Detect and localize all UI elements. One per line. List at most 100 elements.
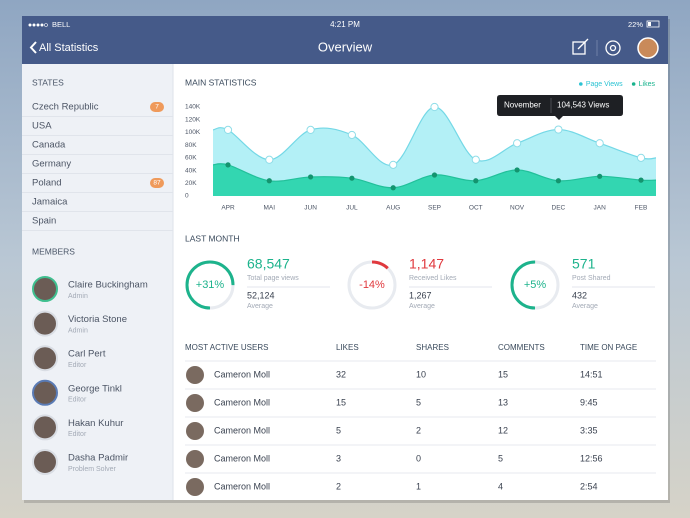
member-name: George Tinkl xyxy=(68,383,122,394)
table-cell: 0 xyxy=(416,453,421,463)
point[interactable] xyxy=(223,125,233,134)
member-role: Editor xyxy=(68,362,87,369)
battery-icon xyxy=(646,20,660,28)
user-avatar[interactable] xyxy=(186,366,204,384)
state-name[interactable]: USA xyxy=(32,121,52,132)
tooltip-title: November xyxy=(504,101,541,110)
state-name[interactable]: Czech Republic xyxy=(32,102,99,113)
point[interactable] xyxy=(471,155,480,164)
y-tick-label: 80K xyxy=(185,142,197,149)
battery: 22% xyxy=(628,20,643,29)
point[interactable] xyxy=(265,155,274,164)
top-bar xyxy=(22,16,668,64)
state-name[interactable]: Spain xyxy=(32,216,56,227)
member-avatar[interactable] xyxy=(32,310,58,337)
stat-value: 68,547 xyxy=(247,256,290,272)
point[interactable] xyxy=(555,178,562,184)
last-month-title: LAST MONTH xyxy=(185,233,240,243)
point[interactable] xyxy=(638,177,644,183)
table-cell: Cameron Moll xyxy=(214,397,270,407)
point[interactable] xyxy=(389,160,398,169)
stat-label: Total page views xyxy=(247,275,299,282)
member-role: Problem Solver xyxy=(68,466,117,473)
table-cell: Cameron Moll xyxy=(214,369,270,379)
point[interactable] xyxy=(473,178,479,184)
state-name[interactable]: Canada xyxy=(32,140,66,151)
point[interactable] xyxy=(349,175,355,181)
states-title: STATES xyxy=(32,77,64,87)
stat-value: 1,147 xyxy=(409,256,444,272)
chart-title: MAIN STATISTICS xyxy=(185,77,257,87)
point[interactable] xyxy=(266,178,272,184)
point[interactable] xyxy=(347,130,356,140)
table-cell: 5 xyxy=(498,453,503,463)
tooltip-text: 104,543 Views xyxy=(557,101,609,110)
table-cell: 3 xyxy=(336,453,341,463)
profile-avatar[interactable] xyxy=(637,37,659,59)
stat-average-label: Average xyxy=(409,303,435,310)
stat-average: 1,267 xyxy=(409,290,432,300)
stat-average: 52,124 xyxy=(247,290,275,300)
point[interactable] xyxy=(513,139,522,148)
gauge-change: -14% xyxy=(359,279,385,291)
point[interactable] xyxy=(554,125,563,134)
point[interactable] xyxy=(308,174,314,180)
user-avatar[interactable] xyxy=(186,478,204,496)
point[interactable] xyxy=(431,172,438,178)
state-badge-text: 7 xyxy=(155,104,159,111)
state-name[interactable]: Jamaica xyxy=(32,197,68,208)
table-cell: 2:54 xyxy=(580,481,598,491)
member-name: Carl Pert xyxy=(68,349,106,360)
point[interactable] xyxy=(225,162,231,168)
x-tick-label: JUL xyxy=(346,205,358,212)
point[interactable] xyxy=(390,185,396,191)
user-avatar[interactable] xyxy=(186,394,204,412)
table-cell: Cameron Moll xyxy=(214,481,270,491)
legend-dot xyxy=(579,82,583,86)
state-name[interactable]: Germany xyxy=(32,159,71,170)
member-avatar[interactable] xyxy=(32,276,58,302)
x-tick-label: APR xyxy=(221,205,235,212)
table-cell: 9:45 xyxy=(580,397,598,407)
member-role: Admin xyxy=(68,293,88,300)
compose-icon[interactable] xyxy=(572,38,589,55)
point[interactable] xyxy=(595,139,604,148)
table-cell: 5 xyxy=(336,425,341,435)
member-name: Claire Buckingham xyxy=(68,280,148,291)
user-avatar[interactable] xyxy=(186,422,204,440)
table-cell: 13 xyxy=(498,397,508,407)
gauge-arc xyxy=(510,260,560,310)
stat-label: Post Shared xyxy=(572,275,611,282)
point[interactable] xyxy=(306,125,315,134)
tooltip-box xyxy=(497,95,623,120)
back-arrow[interactable] xyxy=(29,41,37,54)
table-header: LIKES xyxy=(336,343,359,352)
point[interactable] xyxy=(597,173,603,179)
stat-average: 432 xyxy=(572,290,587,300)
x-tick-label: AUG xyxy=(386,205,400,212)
table-header: MOST ACTIVE USERS xyxy=(185,343,268,352)
table-cell: Cameron Moll xyxy=(214,453,270,463)
table-cell: 10 xyxy=(416,369,426,379)
point[interactable] xyxy=(636,153,646,162)
table-cell: 12 xyxy=(498,425,508,435)
x-tick-label: DEC xyxy=(552,205,566,212)
nav-title: Overview xyxy=(318,39,373,54)
y-tick-label: 40K xyxy=(185,167,197,174)
point[interactable] xyxy=(430,102,439,112)
member-avatar[interactable] xyxy=(32,379,58,406)
member-avatar[interactable] xyxy=(32,414,58,441)
legend-label: Page Views xyxy=(586,81,623,88)
point[interactable] xyxy=(514,167,520,173)
member-avatar[interactable] xyxy=(32,449,58,475)
back-button[interactable]: All Statistics xyxy=(39,42,99,54)
stat-average-label: Average xyxy=(247,303,273,310)
stat-average-label: Average xyxy=(572,303,598,310)
member-role: Admin xyxy=(68,327,88,334)
state-name[interactable]: Poland xyxy=(32,178,62,189)
y-tick-label: 60K xyxy=(185,155,197,162)
user-avatar[interactable] xyxy=(186,450,204,468)
gauge-arc xyxy=(347,260,397,310)
member-avatar[interactable] xyxy=(32,345,58,372)
settings-icon[interactable] xyxy=(605,40,621,56)
